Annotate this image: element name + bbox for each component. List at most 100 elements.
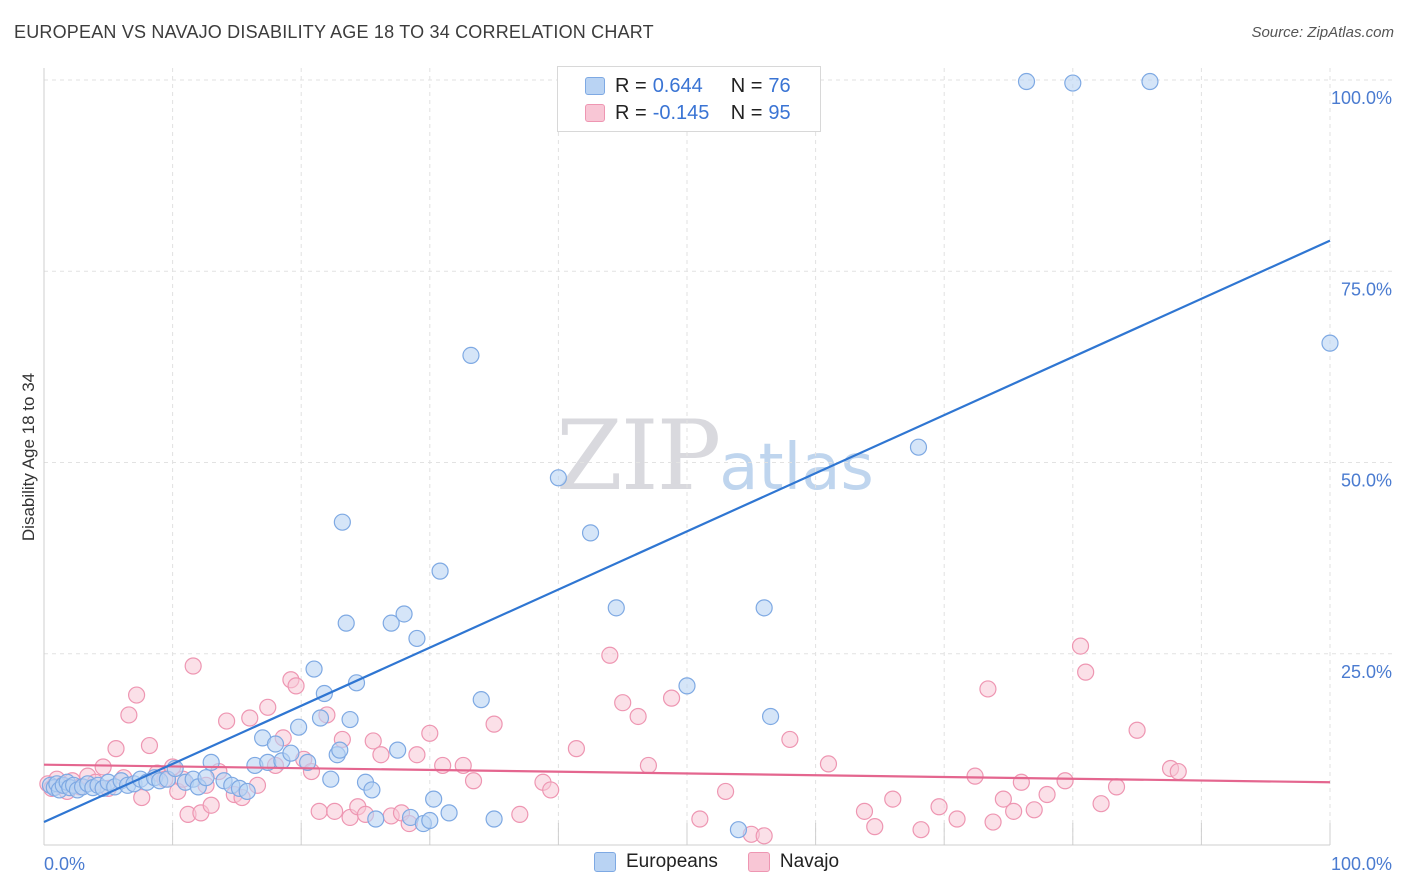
navajo-point xyxy=(464,772,483,790)
navajo-point xyxy=(120,706,138,724)
europeans-point xyxy=(729,821,748,839)
navajo-point xyxy=(310,802,328,820)
europeans-point xyxy=(197,769,215,787)
europeans-point xyxy=(485,810,503,828)
navajo-point xyxy=(819,755,838,773)
navajo-point xyxy=(1169,762,1187,781)
y-tick-label: 25.0% xyxy=(1341,662,1392,682)
europeans-point xyxy=(549,469,568,487)
navajo-point xyxy=(567,740,586,758)
europeans-point xyxy=(472,691,490,709)
navajo-point xyxy=(912,821,930,839)
legend-n-value: 76 xyxy=(768,74,791,97)
navajo-point xyxy=(241,709,259,727)
europeans-point xyxy=(311,709,330,727)
europeans-point xyxy=(1321,334,1339,352)
y-tick-label: 75.0% xyxy=(1341,279,1392,299)
europeans-point xyxy=(678,677,696,695)
series-legend: Europeans Navajo xyxy=(594,851,839,873)
navajo-point xyxy=(781,730,799,749)
navajo-point xyxy=(1071,637,1090,655)
europeans-point xyxy=(238,782,256,801)
correlation-legend: R = 0.644 N = 76 R = -0.145 N = 95 xyxy=(557,66,821,132)
europeans-point xyxy=(462,346,480,364)
europeans-point xyxy=(607,599,625,617)
navajo-point xyxy=(218,712,236,730)
navajo-legend-label: Navajo xyxy=(779,851,840,872)
europeans-trend-line xyxy=(43,239,1331,824)
navajo-point xyxy=(364,732,382,750)
navajo-point xyxy=(755,827,773,845)
navajo-point xyxy=(1025,801,1043,819)
navajo-swatch xyxy=(585,104,605,122)
europeans-point xyxy=(1017,72,1036,91)
navajo-point xyxy=(372,746,390,764)
navajo-point xyxy=(107,740,125,758)
navajo-point xyxy=(691,810,709,828)
navajo-point xyxy=(202,796,220,814)
navajo-point xyxy=(1107,778,1126,796)
europeans-point xyxy=(1141,72,1159,91)
legend-r-value: -0.145 xyxy=(652,101,710,124)
europeans-point xyxy=(333,513,351,531)
navajo-point xyxy=(421,724,439,742)
watermark-atlas: atlas xyxy=(719,431,874,505)
navajo-point xyxy=(184,657,202,675)
navajo-points xyxy=(39,637,1187,845)
legend-n-label: N = xyxy=(730,74,763,97)
legend-r-label: R = xyxy=(615,74,647,97)
source-label: Source: ZipAtlas.com xyxy=(1251,24,1394,41)
trend-lines xyxy=(43,239,1331,824)
navajo-point xyxy=(1038,785,1056,804)
europeans-point xyxy=(408,629,426,648)
y-axis-label: Disability Age 18 to 34 xyxy=(19,373,38,541)
europeans-point xyxy=(431,562,449,580)
legend-n-label: N = xyxy=(730,101,763,124)
europeans-point xyxy=(382,614,400,632)
europeans-point xyxy=(299,753,317,771)
navajo-point xyxy=(984,813,1002,831)
navajo-point xyxy=(662,689,681,707)
x-tick-label: 100.0% xyxy=(1331,854,1392,874)
navajo-point xyxy=(542,781,560,799)
europeans-legend-swatch xyxy=(594,852,616,872)
europeans-point xyxy=(266,735,285,753)
navajo-point xyxy=(855,802,874,820)
navajo-point xyxy=(884,790,902,808)
europeans-point xyxy=(761,707,780,726)
europeans-point xyxy=(282,744,300,762)
navajo-point xyxy=(140,736,159,755)
navajo-point xyxy=(1005,802,1023,820)
navajo-point xyxy=(94,758,112,776)
europeans-point xyxy=(305,660,323,678)
navajo-point xyxy=(614,694,632,712)
navajo-point xyxy=(133,788,151,807)
legend-n-value: 95 xyxy=(768,101,791,124)
europeans-point xyxy=(363,781,381,799)
europeans-point xyxy=(341,710,359,729)
navajo-point xyxy=(716,782,735,801)
navajo-point xyxy=(1012,773,1030,791)
navajo-point xyxy=(511,805,529,824)
europeans-point xyxy=(337,614,355,632)
europeans-point xyxy=(322,770,340,788)
europeans-swatch xyxy=(585,77,605,95)
navajo-point xyxy=(1056,772,1074,790)
legend-row-navajo: R = -0.145 N = 95 xyxy=(558,100,791,126)
chart-title: EUROPEAN VS NAVAJO DISABILITY AGE 18 TO … xyxy=(14,22,654,42)
europeans-point xyxy=(290,718,308,736)
navajo-point xyxy=(1077,663,1095,681)
navajo-point xyxy=(287,677,305,695)
navajo-point xyxy=(966,767,984,785)
navajo-point xyxy=(601,646,619,664)
navajo-point xyxy=(408,746,426,764)
europeans-point xyxy=(909,438,928,456)
europeans-point xyxy=(1064,74,1082,92)
navajo-trend-line xyxy=(43,763,1331,784)
navajo-point xyxy=(866,818,884,836)
europeans-point xyxy=(425,790,443,808)
legend-row-europeans: R = 0.644 N = 76 xyxy=(558,73,791,99)
tick-labels: 25.0% 50.0% 75.0% 100.0% 0.0% 100.0% xyxy=(44,88,1392,874)
europeans-legend-label: Europeans xyxy=(626,851,718,872)
